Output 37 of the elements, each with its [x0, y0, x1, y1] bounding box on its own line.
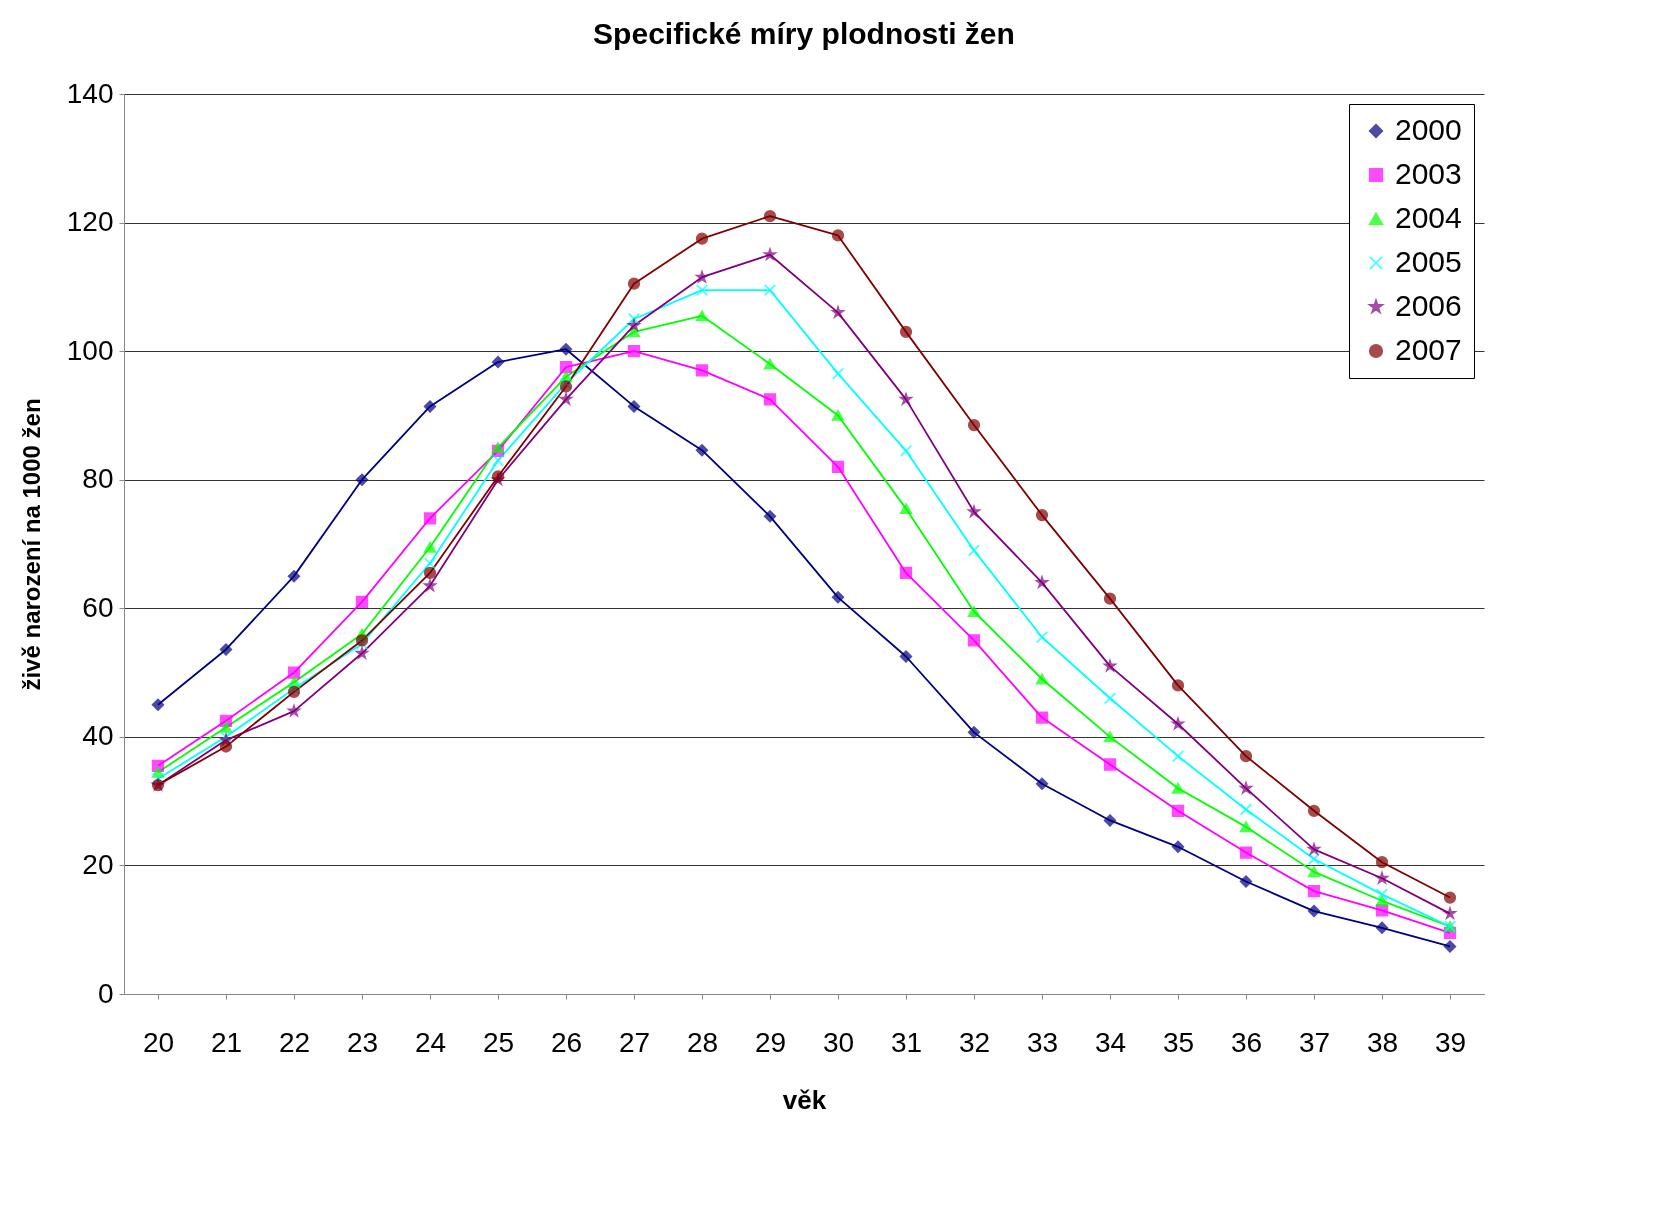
x-tick-label: 21: [210, 1026, 243, 1058]
x-tick-label: 27: [618, 1026, 651, 1058]
x-tick-label: 26: [550, 1026, 583, 1058]
x-tick-label: 38: [1366, 1026, 1399, 1058]
x-tick-label: 22: [278, 1026, 311, 1058]
x-tick-label: 33: [1026, 1026, 1059, 1058]
x-tick-label: 36: [1230, 1026, 1263, 1058]
chart-title: Specifické míry plodnosti žen: [593, 17, 1015, 50]
x-tick-label: 20: [142, 1026, 175, 1058]
x-tick-label: 39: [1434, 1026, 1467, 1058]
y-tick-label: 60: [82, 591, 114, 623]
x-axis-title: věk: [782, 1084, 827, 1115]
legend-label: 2005: [1395, 245, 1462, 278]
x-tick-label: 25: [482, 1026, 515, 1058]
legend-label: 2004: [1395, 201, 1462, 234]
x-tick-label: 24: [414, 1026, 447, 1058]
y-tick-label: 80: [82, 463, 114, 495]
y-tick-label: 0: [97, 977, 114, 1009]
x-tick-label: 34: [1094, 1026, 1127, 1058]
x-tick-label: 30: [822, 1026, 855, 1058]
legend-label: 2006: [1395, 289, 1462, 322]
x-tick-label: 31: [890, 1026, 923, 1058]
x-tick-label: 29: [754, 1026, 787, 1058]
x-tick-label: 37: [1298, 1026, 1331, 1058]
x-tick-label: 23: [346, 1026, 379, 1058]
y-axis-title: živě narození na 1000 žen: [17, 398, 45, 691]
legend-label: 2007: [1395, 333, 1462, 366]
legend-label: 2003: [1395, 157, 1462, 190]
y-tick-label: 120: [66, 206, 114, 238]
x-tick-label: 32: [958, 1026, 991, 1058]
y-tick-label: 140: [66, 77, 114, 109]
y-tick-label: 40: [82, 720, 114, 752]
y-tick-label: 100: [66, 334, 114, 366]
x-tick-label: 35: [1162, 1026, 1195, 1058]
y-tick-label: 20: [82, 848, 114, 880]
legend-label: 2000: [1395, 113, 1462, 146]
x-tick-label: 28: [686, 1026, 719, 1058]
